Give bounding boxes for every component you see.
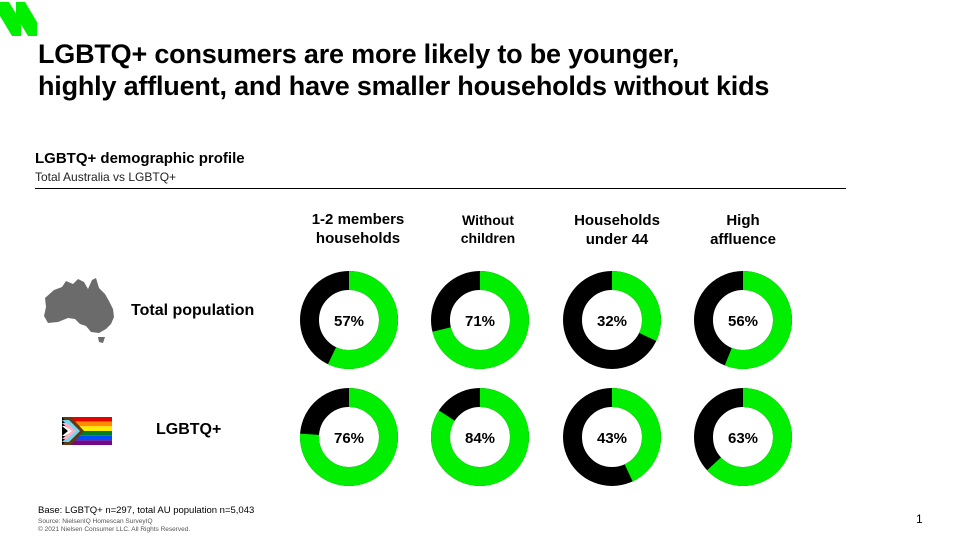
column-header-line: Households — [574, 212, 660, 229]
chart-title: LGBTQ+ demographic profile — [35, 150, 245, 167]
donut-chart: 71% — [431, 271, 529, 369]
donut-value-segment — [431, 388, 529, 486]
footnote-base: Base: LGBTQ+ n=297, total AU population … — [38, 505, 255, 516]
page-number: 1 — [916, 512, 923, 526]
column-header-under-44: Households under 44 — [557, 211, 677, 249]
donut-value-label: 76% — [334, 430, 364, 447]
donut-value-label: 63% — [728, 430, 758, 447]
donut-chart: 63% — [694, 388, 792, 486]
column-header-line: Without — [462, 212, 514, 228]
brand-logo-icon — [0, 2, 37, 36]
donut-value-label: 57% — [334, 313, 364, 330]
donut-value-segment — [694, 388, 792, 486]
column-header-high-affluence: High affluence — [683, 211, 803, 249]
donut-value-label: 32% — [597, 313, 627, 330]
chart-subtitle: Total Australia vs LGBTQ+ — [35, 170, 177, 184]
donut-chart: 56% — [694, 271, 792, 369]
donut-value-segment — [563, 271, 661, 369]
donut-chart: 32% — [563, 271, 661, 369]
column-header-line: children — [460, 230, 516, 246]
column-header-line: 1-2 members — [311, 211, 405, 228]
donut-chart: 57% — [300, 271, 398, 369]
donut-value-segment — [300, 388, 398, 486]
donut-chart: 76% — [300, 388, 398, 486]
donut-value-segment — [300, 271, 398, 369]
headline-line-2: highly affluent, and have smaller househ… — [38, 71, 770, 101]
column-header-without-children: Without children — [428, 211, 548, 247]
donut-value-segment — [694, 271, 792, 369]
donut-value-label: 43% — [597, 430, 627, 447]
column-header-line: High — [726, 212, 760, 229]
column-header-line: affluence — [710, 231, 776, 248]
column-header-households: 1-2 members households — [298, 210, 418, 248]
headline-line-1: LGBTQ+ consumers are more likely to be y… — [38, 39, 680, 69]
donut-value-label: 56% — [728, 313, 758, 330]
donut-chart: 84% — [431, 388, 529, 486]
donut-value-segment — [431, 271, 529, 369]
divider — [35, 188, 846, 189]
donut-value-label: 71% — [465, 313, 495, 330]
headline: LGBTQ+ consumers are more likely to be y… — [38, 38, 769, 102]
row-label-total-population: Total population — [131, 302, 255, 319]
donut-chart: 43% — [563, 388, 661, 486]
donut-value-label: 84% — [465, 430, 495, 447]
australia-map-icon — [44, 278, 114, 343]
progress-pride-flag-icon — [62, 417, 112, 445]
column-header-line: under 44 — [585, 231, 649, 248]
row-label-lgbtq: LGBTQ+ — [156, 421, 222, 438]
column-header-line: households — [315, 230, 401, 247]
donut-value-segment — [563, 388, 661, 486]
footnote-source: Source: NielsenIQ Homescan SurveyIQ — [38, 518, 153, 525]
footnote-copyright: © 2021 Nielsen Consumer LLC. All Rights … — [38, 526, 191, 533]
